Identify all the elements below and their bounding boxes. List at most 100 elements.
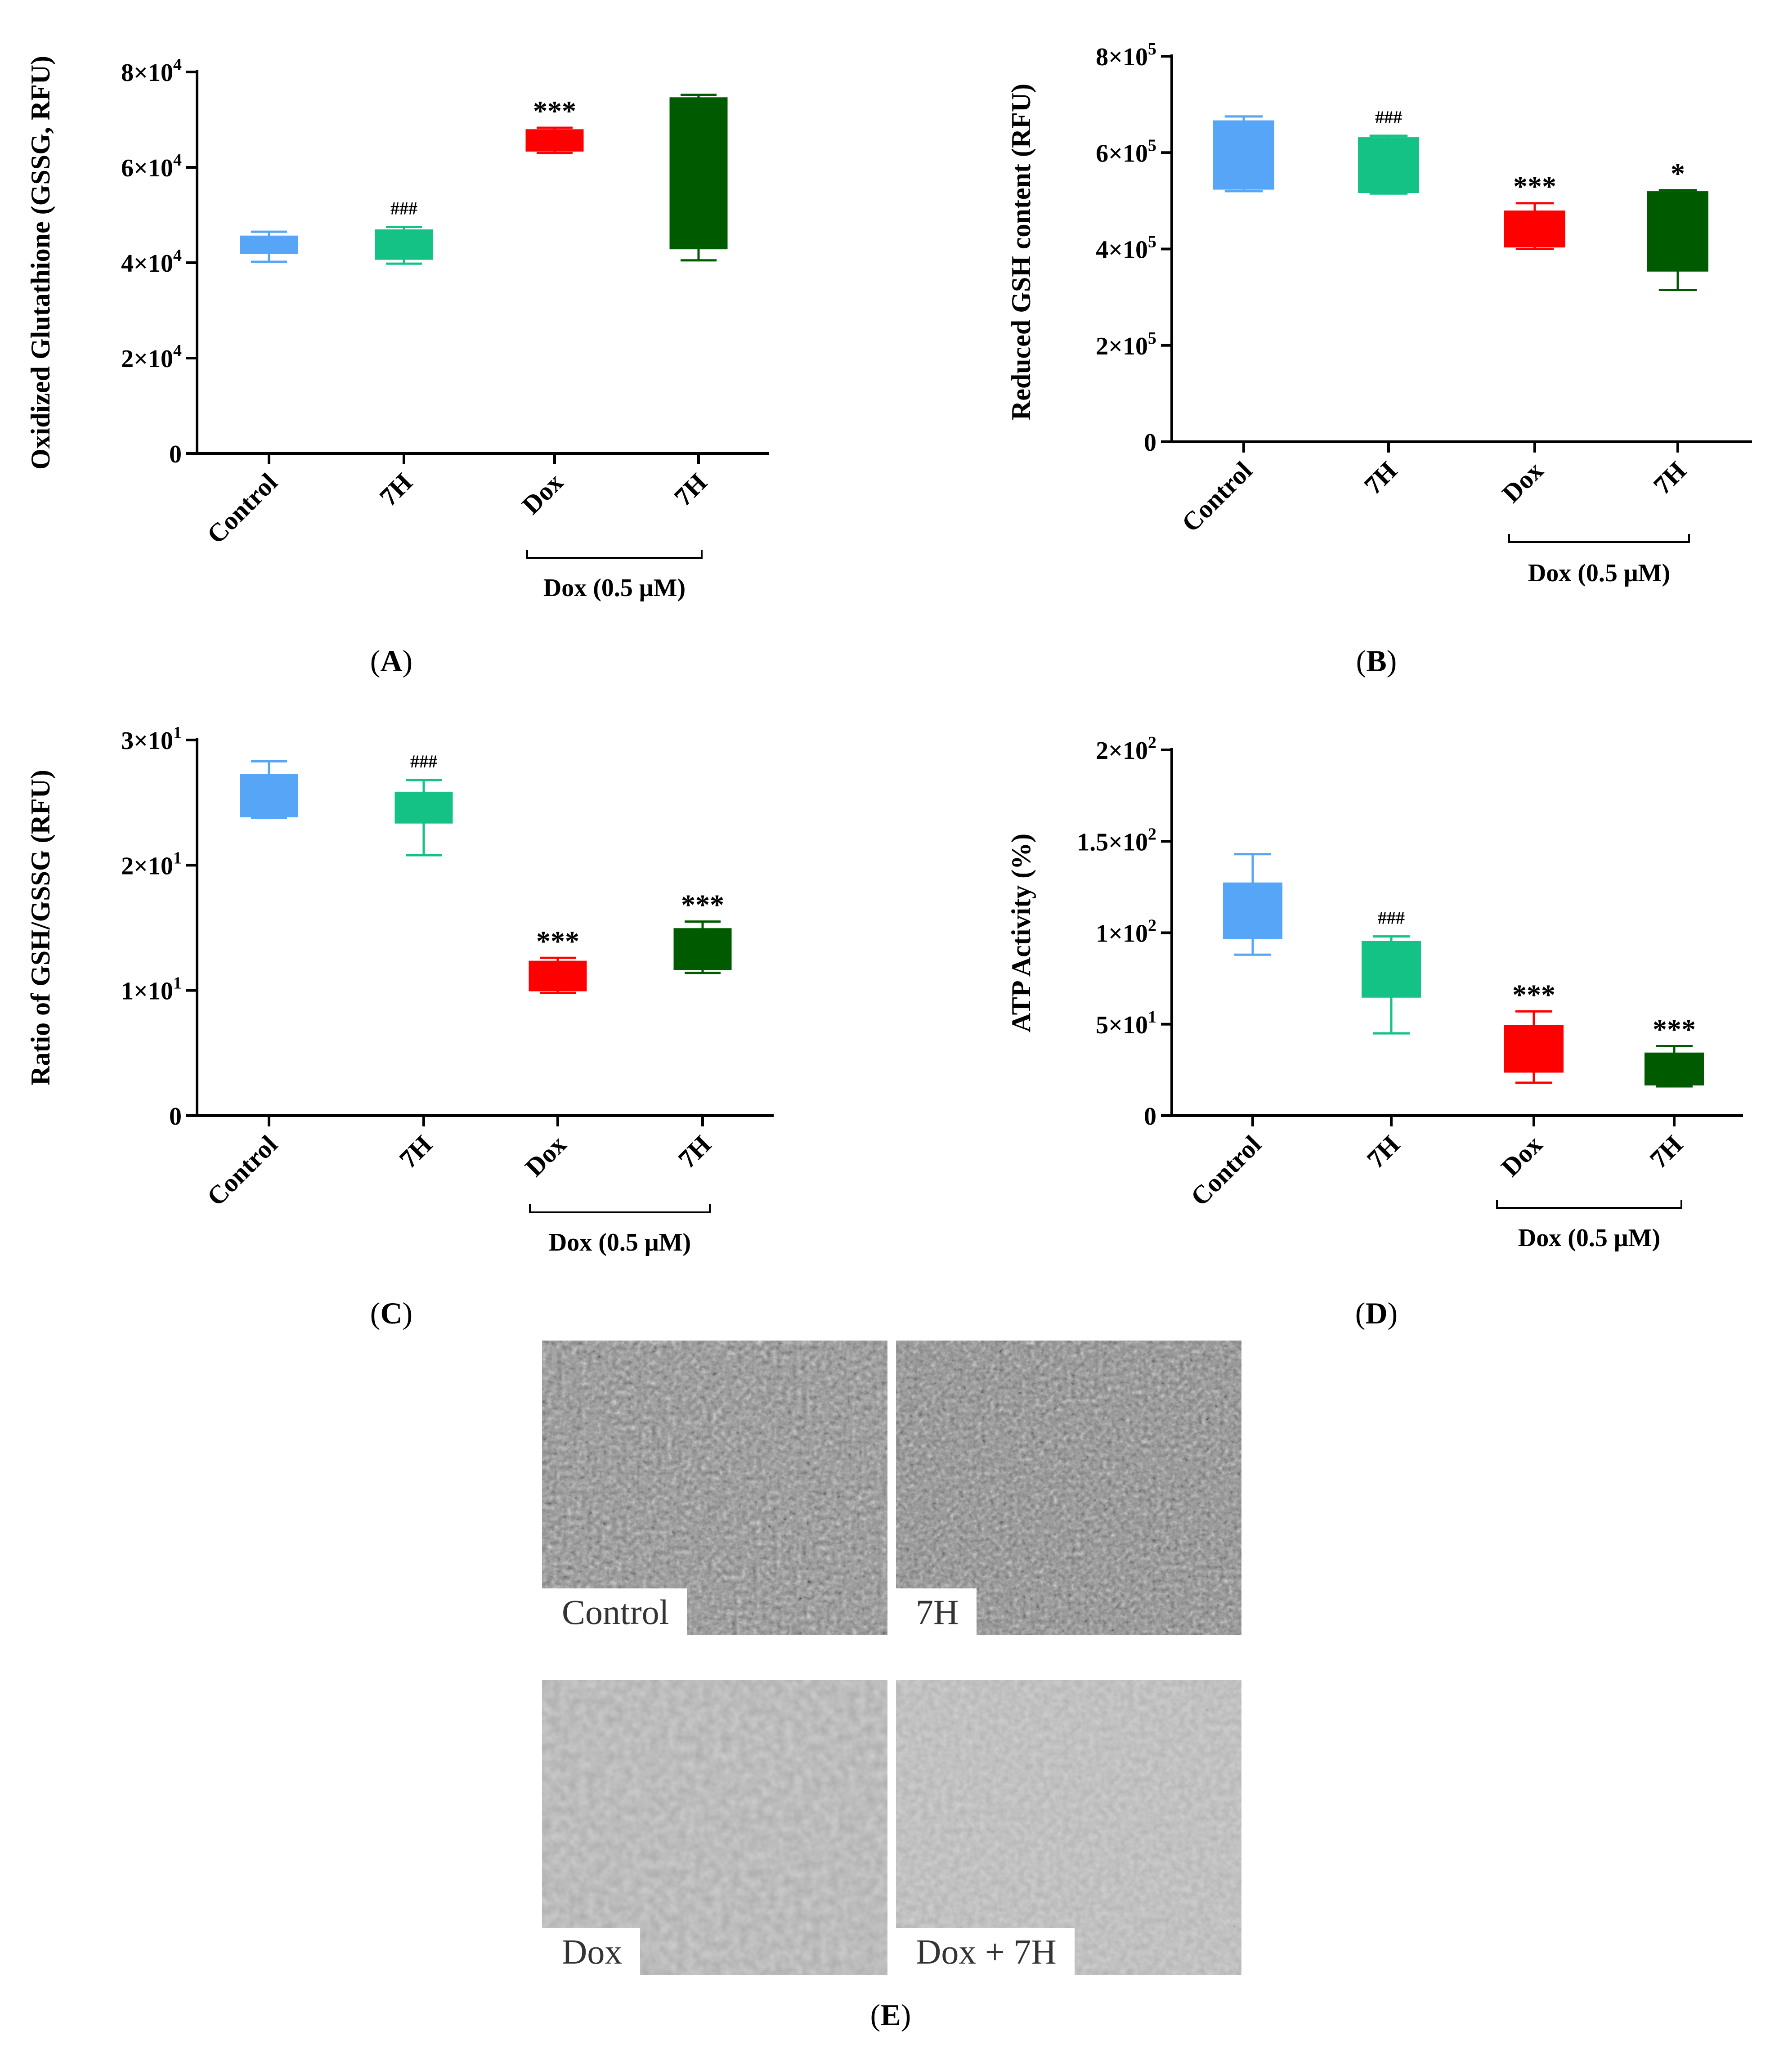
box-iqr [525,129,584,152]
box-significance-annotation: ### [1375,107,1402,127]
micrograph-7h-label: 7H [896,1588,977,1635]
box-significance-annotation: ### [1378,908,1405,928]
box-significance-annotation: ### [410,751,437,771]
panel-label-b: (B) [1356,644,1397,678]
panel-a-box-3: *** [525,95,584,154]
box-iqr [1504,1025,1564,1073]
panel-a-box-1 [240,230,298,263]
panel-d-y-tick-label: 1×102 [1096,916,1156,948]
panel-a-y-tick-label: 4×104 [121,246,182,278]
panel-d-box-4: *** [1645,1014,1704,1088]
micrograph-dox-7h-label: Dox + 7H [896,1928,1075,1975]
panel-b-box-3: *** [1504,170,1565,250]
panel-c-bracket [529,1204,711,1213]
panel-c-box-2: ### [394,751,453,857]
box-significance-annotation: *** [681,889,724,921]
panel-c-x-tick-label: Control [201,1130,283,1211]
micrograph-control: Control [542,1341,887,1635]
panel-d-x-tick-label: 7H [1644,1130,1688,1174]
box-iqr [1504,210,1565,248]
panel-a-bracket-label: Dox (0.5 μM) [543,574,686,602]
micrograph-dox-7h: Dox + 7H [896,1680,1241,1975]
panel-a-x-tick-label: Dox [516,467,569,520]
panel-a-bracket [526,550,703,559]
panel-a-x-tick-label: 7H [668,467,712,511]
panel-b-x-tick-label: Dox [1497,456,1549,508]
panel-b-box-2: ### [1358,107,1419,195]
panel-c-box-1 [240,760,298,819]
micrograph-dox-image [542,1680,887,1975]
panel-a-x-tick-label: 7H [374,467,418,511]
panel-b-y-tick-label: 0 [1144,429,1156,457]
panel-b-x-tick-label: Control [1176,456,1258,538]
panel-c-y-tick-label: 3×101 [121,723,182,755]
panel-c-box-4: *** [673,889,732,974]
box-iqr [1213,120,1274,190]
panel-a-y-tick-label: 8×104 [121,55,182,87]
panel-d-y-tick-label: 0 [1144,1103,1156,1130]
box-iqr [673,928,732,970]
panel-a-box-2: ### [375,198,433,265]
panel-d-box-1 [1223,853,1282,956]
panel-b-x-tick-label: 7H [1358,456,1403,500]
micrograph-dox: Dox [542,1680,887,1975]
box-significance-annotation: *** [1512,978,1555,1010]
panel-c-y-axis-label: Ratio of GSH/GSSG (RFU) [26,770,55,1085]
panel-a-y-axis-label: Oxidized Glutathione (GSSG, RFU) [26,56,55,470]
panel-a-y-tick-label: 2×104 [121,341,182,373]
panel-d-x-tick-label: Dox [1496,1130,1548,1182]
chart-figure: 0 2×104 4×104 6×104 8×104 Control 7H Dox 7H Oxidi… [26,40,1752,1256]
panel-d-box-3: *** [1504,978,1564,1084]
box-significance-annotation: ### [390,198,417,219]
panel-b-y-axis-label: Reduced GSH content (RFU) [1006,84,1036,420]
box-iqr [529,960,587,991]
panel-label-a: (A) [370,644,413,678]
panel-d-bracket [1496,1200,1682,1209]
panel-d-y-tick-label: 1.5×102 [1077,825,1156,856]
panel-label-d: (D) [1355,1296,1398,1330]
box-iqr [375,229,433,260]
panel-b-y-tick-label: 4×105 [1096,233,1156,264]
panel-d-chart: 0 5×101 1×102 1.5×102 2×102 Control 7H Dox 7H ATP… [1006,733,1743,1252]
panel-d-x-tick-label: 7H [1361,1130,1405,1174]
box-significance-annotation: *** [1513,170,1556,202]
panel-a-x-tick-label: Control [201,467,283,549]
panel-a-chart: 0 2×104 4×104 6×104 8×104 Control 7H Dox 7H Oxidi… [26,55,769,602]
box-significance-annotation: *** [1653,1014,1696,1045]
box-significance-annotation: *** [536,925,579,957]
box-iqr [1645,1052,1704,1085]
panel-c-y-tick-label: 0 [169,1103,182,1130]
panel-c-y-tick-label: 1×101 [121,974,182,1005]
box-iqr [1647,191,1708,272]
micrograph-dox-label: Dox [542,1928,641,1975]
box-iqr [240,235,298,254]
panel-b-x-tick-label: 7H [1648,456,1692,500]
panel-d-y-tick-label: 2×102 [1096,733,1156,765]
panel-b-bracket [1508,534,1690,543]
panel-b-box-1 [1213,115,1274,193]
micrograph-control-image [542,1341,887,1635]
panel-a-box-4 [669,94,728,262]
panel-d-y-tick-label: 5×101 [1096,1008,1156,1039]
panel-d-box-2: ### [1362,908,1421,1035]
box-iqr [394,791,453,824]
micrograph-control-label: Control [542,1588,687,1635]
panel-c-x-tick-label: Dox [520,1130,572,1182]
box-iqr [669,97,728,250]
panel-label-e: (E) [870,1998,911,2032]
box-iqr [1358,137,1419,193]
panel-b-y-tick-label: 6×105 [1096,136,1156,167]
panel-c-chart: 0 1×101 2×101 3×101 Control 7H Dox 7H Ratio of G… [26,723,774,1256]
panel-label-c: (C) [370,1296,413,1330]
panel-a-y-tick-label: 0 [169,440,182,468]
panel-d-x-tick-label: Control [1185,1130,1267,1211]
panel-a-y-tick-label: 6×104 [121,151,182,182]
micrograph-7h-image [896,1341,1241,1635]
panel-c-box-3: *** [529,925,587,994]
panel-b-y-tick-label: 2×105 [1096,329,1156,360]
panel-c-bracket-label: Dox (0.5 μM) [549,1229,691,1256]
panel-b-box-4: * [1647,157,1708,292]
micrograph-dox-7h-image [896,1680,1241,1975]
panel-c-y-tick-label: 2×101 [121,848,182,880]
panel-b-chart: 0 2×105 4×105 6×105 8×105 Control 7H Dox 7H Reduc… [1006,40,1752,587]
